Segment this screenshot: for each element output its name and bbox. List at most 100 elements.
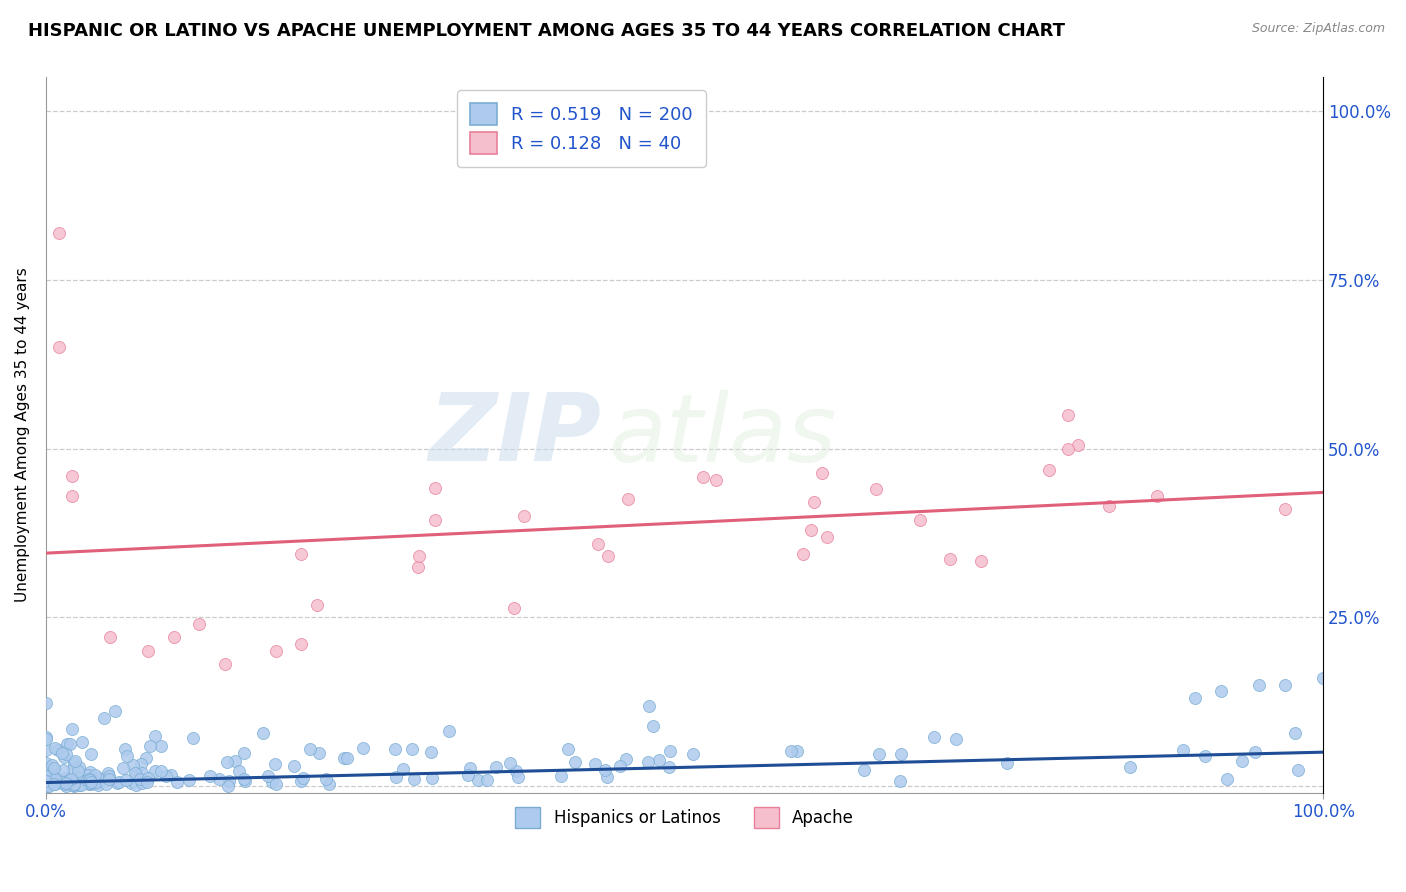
Text: atlas: atlas [607, 390, 837, 481]
Point [56, 737, 79, 751]
Point [58, 777, 80, 791]
Point [583, 756, 606, 771]
Point [35, 743, 58, 757]
Point [136, 771, 159, 785]
Point [139, 739, 162, 753]
Point [420, 745, 443, 759]
Point [125, 779, 148, 793]
Point [37, 773, 59, 788]
Point [150, 739, 173, 754]
Point [1038, 463, 1060, 477]
Point [122, 758, 145, 772]
Point [1274, 502, 1296, 516]
Point [485, 760, 508, 774]
Point [51, 746, 73, 760]
Point [318, 777, 340, 791]
Point [704, 474, 727, 488]
Point [77, 768, 100, 782]
Point [198, 770, 221, 784]
Point [637, 755, 659, 769]
Point [188, 617, 211, 632]
Point [67, 778, 90, 792]
Point [46, 772, 69, 786]
Point [48, 226, 70, 240]
Point [35, 772, 58, 786]
Point [63, 754, 86, 768]
Point [35, 773, 58, 788]
Point [217, 779, 239, 793]
Point [79, 777, 101, 791]
Point [232, 746, 254, 760]
Point [1209, 684, 1232, 698]
Text: HISPANIC OR LATINO VS APACHE UNEMPLOYMENT AMONG AGES 35 TO 44 YEARS CORRELATION : HISPANIC OR LATINO VS APACHE UNEMPLOYMEN… [28, 22, 1066, 40]
Point [104, 704, 127, 718]
Point [63, 756, 86, 771]
Point [98, 631, 121, 645]
Point [83, 776, 105, 790]
Point [63, 772, 86, 787]
Point [56, 773, 79, 788]
Text: Source: ZipAtlas.com: Source: ZipAtlas.com [1251, 22, 1385, 36]
Point [163, 631, 186, 645]
Point [60, 489, 83, 503]
Point [593, 764, 616, 778]
Point [401, 742, 423, 756]
Point [136, 644, 159, 658]
Point [868, 747, 890, 761]
Point [336, 751, 359, 765]
Point [224, 754, 246, 768]
Point [41, 772, 63, 786]
Point [257, 769, 280, 783]
Point [499, 756, 522, 770]
Point [44, 777, 66, 791]
Point [120, 775, 142, 789]
Point [77, 777, 100, 791]
Point [160, 768, 183, 782]
Point [262, 774, 284, 789]
Point [86, 779, 108, 793]
Point [38, 779, 60, 793]
Point [550, 769, 572, 783]
Point [290, 637, 312, 651]
Point [1171, 743, 1194, 757]
Y-axis label: Unemployment Among Ages 35 to 44 years: Unemployment Among Ages 35 to 44 years [15, 268, 30, 602]
Point [150, 764, 173, 778]
Point [129, 757, 152, 772]
Point [125, 767, 148, 781]
Point [60, 723, 83, 737]
Point [41, 758, 63, 772]
Point [638, 698, 661, 713]
Point [1056, 408, 1078, 422]
Point [97, 766, 120, 780]
Point [811, 467, 834, 481]
Point [1286, 763, 1309, 777]
Point [595, 770, 617, 784]
Point [59, 737, 82, 751]
Point [77, 776, 100, 790]
Point [513, 509, 536, 524]
Point [406, 560, 429, 574]
Point [108, 774, 131, 789]
Point [283, 759, 305, 773]
Point [1216, 772, 1239, 787]
Point [136, 775, 159, 789]
Point [1146, 489, 1168, 503]
Point [643, 719, 665, 733]
Point [53, 750, 76, 764]
Point [218, 773, 240, 788]
Point [385, 770, 408, 784]
Point [97, 772, 120, 786]
Point [35, 770, 58, 784]
Point [69, 778, 91, 792]
Point [183, 731, 205, 745]
Point [924, 730, 946, 744]
Point [252, 725, 274, 739]
Point [35, 779, 58, 793]
Point [467, 772, 489, 787]
Point [70, 735, 93, 749]
Point [39, 768, 62, 782]
Point [37, 773, 59, 788]
Point [384, 741, 406, 756]
Point [79, 764, 101, 779]
Point [799, 524, 821, 538]
